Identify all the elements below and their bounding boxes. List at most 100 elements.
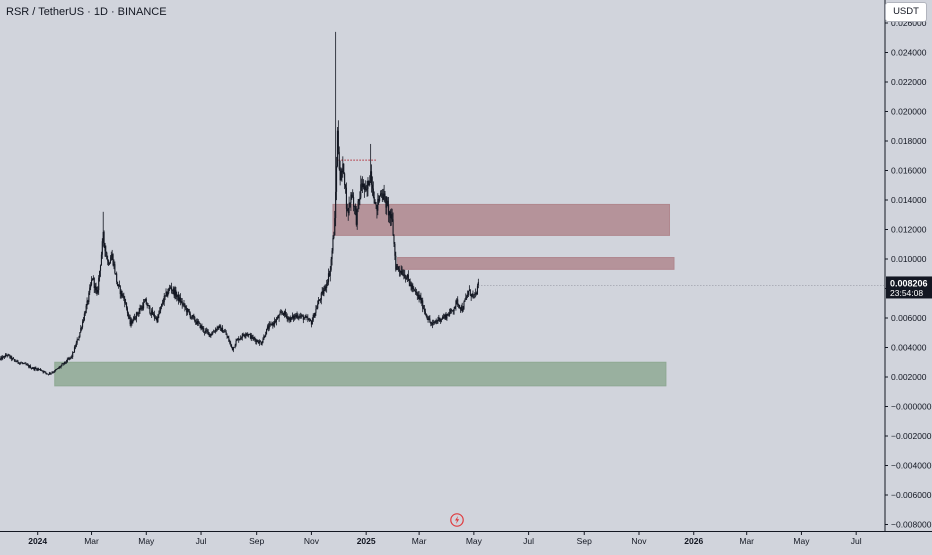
candle-body: [196, 321, 198, 325]
candle-body: [61, 364, 63, 366]
candle-body: [64, 361, 67, 363]
candle-body: [464, 299, 466, 302]
candle-body: [46, 372, 48, 374]
candle: [80, 325, 82, 333]
candle: [286, 313, 288, 322]
candle: [433, 320, 435, 325]
candle-body: [194, 317, 196, 322]
candle: [307, 314, 309, 323]
candle: [152, 307, 154, 315]
candle: [301, 314, 303, 317]
candle: [435, 318, 437, 325]
candle-body: [354, 206, 356, 211]
candle-body: [391, 214, 393, 220]
candle: [369, 175, 371, 187]
candle: [311, 317, 313, 325]
candle-body: [242, 334, 244, 336]
candle: [234, 343, 236, 349]
candle: [120, 289, 122, 299]
candle-body: [441, 317, 443, 319]
candle: [477, 278, 479, 289]
candle-body: [459, 307, 461, 310]
candle-body: [190, 317, 192, 318]
candle: [449, 308, 451, 317]
candle-body: [130, 320, 132, 325]
candle-body: [108, 261, 110, 265]
candle: [93, 277, 95, 294]
candle-body: [237, 338, 239, 340]
candle-body: [134, 316, 136, 320]
candle-body: [81, 327, 83, 329]
candle-body: [178, 294, 180, 302]
candle: [388, 210, 391, 224]
candle: [36, 368, 38, 371]
candle-body: [141, 306, 143, 310]
candle: [378, 195, 380, 205]
candle: [58, 365, 60, 370]
x-tick-label: Mar: [739, 536, 754, 546]
candle: [314, 312, 316, 318]
candle: [237, 337, 239, 341]
candle: [157, 314, 159, 323]
candle: [74, 344, 76, 350]
candle: [17, 360, 19, 364]
candle: [50, 372, 52, 375]
candle: [151, 308, 153, 319]
candle: [216, 325, 218, 332]
candle-body: [221, 327, 223, 331]
candle: [446, 313, 448, 321]
candle: [61, 363, 63, 367]
candle-body: [166, 292, 168, 296]
candle-body: [55, 369, 58, 370]
candle: [0, 355, 2, 361]
candle-body: [314, 312, 316, 318]
candle: [374, 199, 376, 205]
candle: [100, 251, 102, 266]
candle-body: [417, 294, 419, 296]
candle: [330, 256, 332, 272]
candle-body: [291, 317, 293, 318]
candle: [465, 293, 467, 301]
candle: [248, 333, 251, 335]
candle-body: [279, 312, 281, 316]
candle: [367, 177, 369, 197]
candle-body: [350, 194, 352, 203]
candle: [179, 293, 181, 306]
candle: [227, 336, 229, 339]
candle-body: [101, 241, 103, 255]
candle-body: [254, 338, 256, 340]
currency-button[interactable]: USDT: [885, 2, 927, 22]
candle-body: [404, 274, 406, 279]
candle-body: [449, 309, 452, 313]
candle: [316, 305, 318, 310]
candle-body: [15, 361, 17, 362]
candle: [198, 321, 200, 324]
candle-body: [359, 197, 361, 200]
candle: [148, 305, 150, 310]
candle-body: [304, 316, 306, 318]
candle-body: [414, 289, 416, 291]
tradingview-logo-icon[interactable]: [450, 513, 464, 527]
candle: [335, 31, 337, 227]
candle-body: [245, 333, 247, 336]
candle: [86, 297, 88, 310]
candle: [34, 366, 36, 372]
candle: [449, 308, 452, 315]
candle-body: [382, 196, 384, 200]
candle-body: [348, 202, 350, 214]
candle-body: [22, 363, 24, 364]
candle: [28, 364, 30, 369]
candle-body: [422, 300, 424, 309]
candle-body: [269, 323, 271, 325]
candle: [414, 289, 416, 292]
candle: [12, 357, 15, 360]
candle: [303, 317, 305, 320]
candle-body: [4, 354, 6, 358]
candle-body: [223, 331, 225, 333]
candle: [38, 368, 41, 371]
candle-body: [281, 312, 283, 314]
candle-body: [457, 299, 459, 306]
candle-body: [135, 312, 137, 319]
